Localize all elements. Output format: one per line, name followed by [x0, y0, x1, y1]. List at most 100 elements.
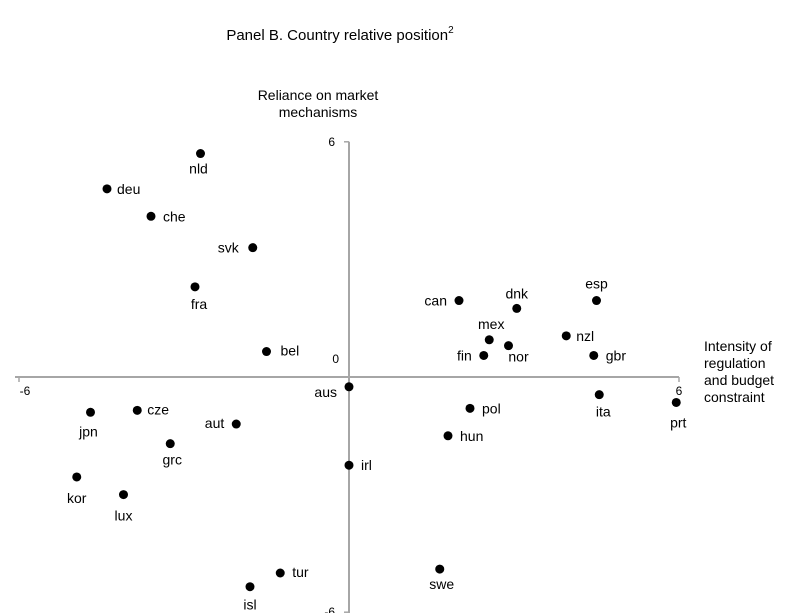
data-point-esp: esp [585, 276, 608, 306]
point-marker [671, 397, 681, 407]
chart-title-superscript: 2 [448, 25, 454, 36]
point-marker [589, 350, 599, 360]
x-axis-label-line: constraint [704, 389, 765, 405]
point-marker [504, 341, 513, 351]
y-axis-label-line: mechanisms [279, 104, 358, 120]
data-point-nzl: nzl [561, 328, 594, 344]
point-marker [248, 243, 258, 253]
data-points: nld deu che svk fra bel aus cze jpn aut grc kor lux i… [67, 149, 687, 613]
point-label: lux [115, 508, 133, 524]
point-marker [512, 303, 522, 313]
data-point-deu: deu [102, 181, 140, 197]
point-label: kor [67, 490, 87, 506]
point-label: nor [508, 349, 529, 365]
point-label: prt [670, 414, 686, 430]
point-marker [165, 439, 175, 449]
point-label: hun [460, 428, 483, 444]
point-label: irl [361, 457, 372, 473]
point-marker [146, 211, 156, 221]
point-marker [435, 564, 445, 574]
y-tick-label: 6 [328, 135, 335, 149]
data-point-jpn: jpn [78, 407, 98, 439]
x-axis-label-line: regulation [704, 355, 766, 371]
data-point-lux: lux [115, 490, 133, 524]
point-label: ita [596, 404, 611, 420]
chart-title-text: Panel B. Country relative position [226, 27, 448, 44]
data-point-aut: aut [205, 415, 241, 431]
data-point-bel: bel [262, 343, 299, 359]
point-label: esp [585, 276, 608, 292]
data-point-nor: nor [504, 341, 529, 365]
point-label: che [163, 208, 186, 224]
point-label: tur [292, 564, 309, 580]
point-marker [119, 490, 128, 500]
point-marker [196, 149, 205, 159]
point-label: jpn [78, 423, 98, 439]
point-marker [102, 184, 112, 194]
point-label: gbr [606, 347, 627, 363]
point-marker [465, 403, 475, 413]
point-marker [231, 419, 241, 429]
data-point-dnk: dnk [505, 285, 529, 313]
data-point-kor: kor [67, 472, 87, 506]
point-marker [484, 335, 494, 345]
point-marker [561, 331, 571, 341]
point-marker [86, 407, 95, 417]
point-marker [132, 405, 142, 415]
data-point-isl: isl [243, 582, 257, 613]
x-axis-label-line: and budget [704, 372, 774, 388]
point-label: can [424, 293, 447, 309]
point-marker [72, 472, 82, 482]
point-marker [190, 282, 200, 292]
point-marker [262, 347, 271, 357]
y-tick-label: -6 [324, 605, 335, 613]
point-marker [454, 296, 464, 306]
point-label: aut [205, 415, 225, 431]
data-point-fin: fin [457, 347, 489, 363]
data-point-aus: aus [314, 382, 354, 400]
y-tick-label: 0 [332, 352, 339, 366]
data-point-mex: mex [478, 316, 504, 345]
point-label: dnk [505, 285, 529, 301]
point-label: bel [281, 343, 300, 359]
data-point-ita: ita [594, 390, 611, 420]
point-label: fin [457, 347, 472, 363]
point-label: grc [163, 452, 182, 468]
data-point-cze: cze [132, 401, 169, 417]
data-point-grc: grc [163, 439, 182, 468]
point-label: isl [243, 597, 256, 613]
point-label: cze [147, 401, 169, 417]
point-label: mex [478, 316, 504, 332]
point-label: pol [482, 400, 501, 416]
data-point-swe: swe [429, 564, 454, 592]
data-point-irl: irl [344, 457, 372, 473]
data-point-che: che [146, 208, 186, 224]
data-point-hun: hun [443, 428, 483, 444]
x-tick-label: -6 [20, 384, 31, 398]
y-axis-label-line: Reliance on market [258, 87, 379, 103]
point-label: deu [117, 181, 140, 197]
axis-ticks: 6 0 -6 -6 6 [18, 135, 683, 613]
x-tick-label: 6 [676, 384, 683, 398]
point-marker [592, 296, 601, 306]
point-marker [344, 460, 354, 470]
point-label: aus [314, 384, 337, 400]
data-point-tur: tur [275, 564, 309, 580]
point-marker [344, 382, 354, 392]
data-point-svk: svk [218, 240, 258, 256]
point-marker [479, 350, 489, 360]
data-point-nld: nld [189, 149, 208, 177]
point-marker [245, 582, 255, 592]
data-point-can: can [424, 293, 464, 309]
chart-title: Panel B. Country relative position2 [226, 25, 454, 44]
point-label: svk [218, 240, 240, 256]
x-axis-label-line: Intensity of [704, 338, 772, 354]
data-point-fra: fra [190, 282, 207, 312]
point-label: swe [429, 576, 454, 592]
data-point-prt: prt [670, 397, 687, 430]
data-point-gbr: gbr [589, 347, 626, 363]
point-label: nld [189, 161, 208, 177]
